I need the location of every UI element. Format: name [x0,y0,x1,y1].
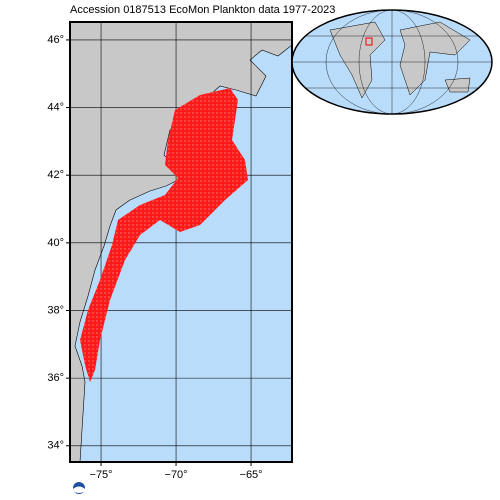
y-tick-label: 42° [47,169,64,181]
y-tick-label: 34° [47,440,64,452]
y-tick-label: 44° [47,101,64,113]
x-tick-label: −75° [90,469,113,481]
map-body [70,22,292,462]
x-tick-label: −70° [165,469,188,481]
sample-cloud [80,88,248,382]
map-title: Accession 0187513 EcoMon Plankton data 1… [70,4,335,16]
y-tick-label: 46° [47,34,64,46]
y-tick-label: 36° [47,372,64,384]
y-tick-label: 40° [47,237,64,249]
x-tick-label: −65° [240,469,263,481]
noaa-logo [73,482,85,494]
map-frame [69,21,293,463]
inset-globe [291,9,493,115]
y-tick-label: 38° [47,304,64,316]
